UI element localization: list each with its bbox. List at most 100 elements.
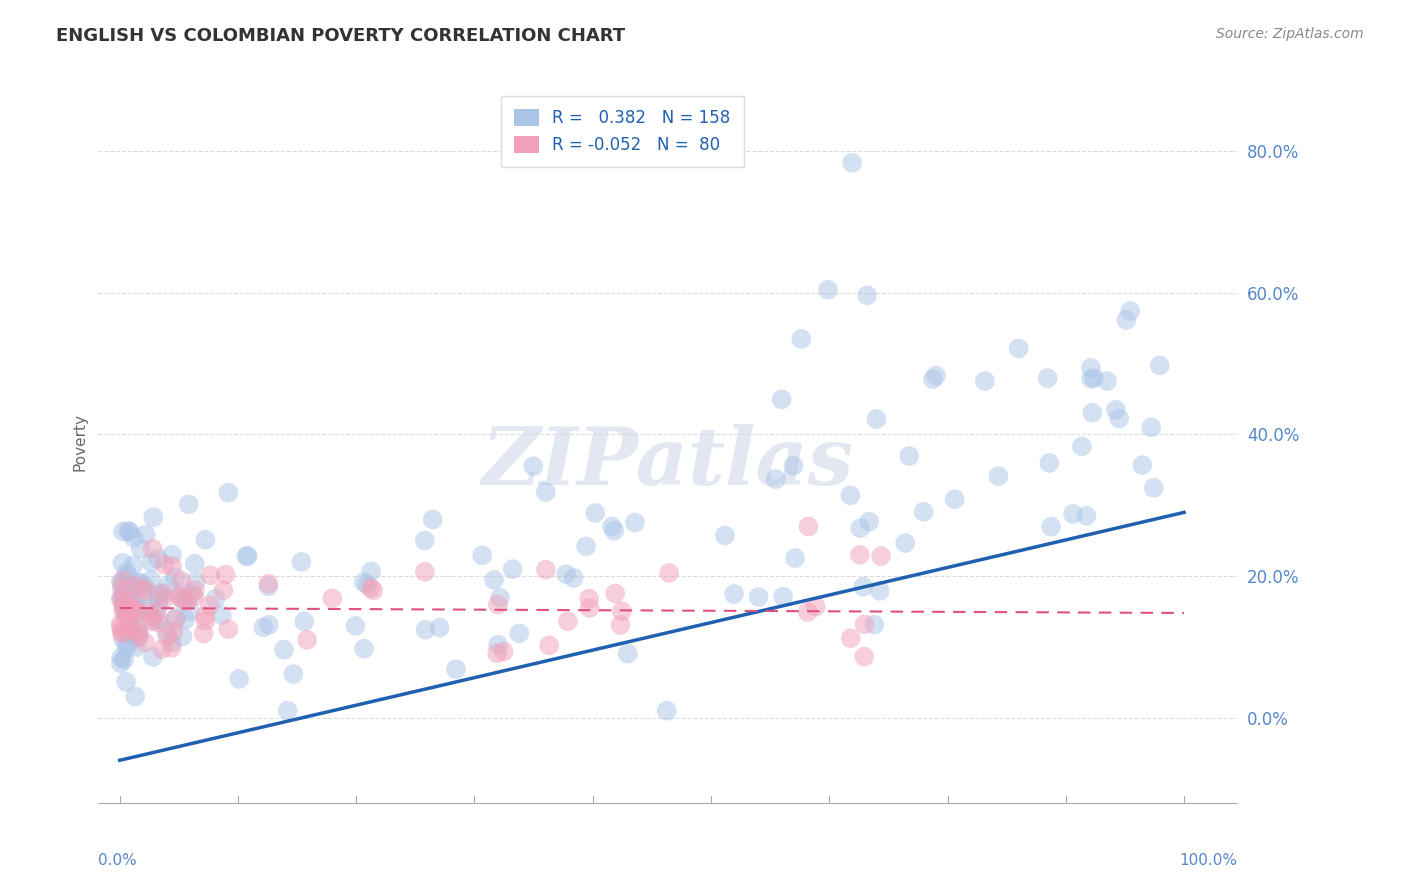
Point [118, 624, 141, 639]
Legend: R =   0.382   N = 158, R = -0.052   N =  80: R = 0.382 N = 158, R = -0.052 N = 80 [501, 95, 744, 167]
Point [228, 672, 250, 686]
Point [120, 621, 142, 635]
Point [1040, 519, 1063, 533]
Point [112, 599, 135, 613]
Point [160, 548, 183, 562]
Point [257, 576, 280, 591]
Point [128, 575, 150, 590]
Point [797, 605, 820, 619]
Point [136, 605, 159, 619]
Point [482, 573, 505, 587]
Point [142, 649, 165, 664]
Point [165, 612, 187, 626]
Point [194, 533, 217, 547]
Point [141, 609, 163, 624]
Point [557, 615, 579, 629]
Point [122, 601, 145, 615]
Point [148, 613, 170, 627]
Point [578, 591, 600, 606]
Point [148, 599, 170, 613]
Point [184, 574, 207, 589]
Point [111, 626, 134, 640]
Point [118, 577, 141, 591]
Point [486, 646, 509, 660]
Point [148, 588, 170, 602]
Point [655, 704, 678, 718]
Point [115, 674, 138, 689]
Point [134, 635, 156, 649]
Point [925, 368, 948, 383]
Point [110, 617, 132, 632]
Point [217, 485, 239, 500]
Point [176, 594, 198, 608]
Point [128, 629, 150, 643]
Point [714, 528, 737, 542]
Point [134, 579, 156, 593]
Point [118, 612, 141, 626]
Point [149, 586, 172, 600]
Point [502, 562, 524, 576]
Point [361, 583, 384, 598]
Point [165, 611, 187, 625]
Point [131, 582, 153, 596]
Point [128, 624, 150, 638]
Point [179, 604, 201, 618]
Point [194, 609, 217, 624]
Point [120, 594, 142, 608]
Text: 0.0%: 0.0% [98, 854, 138, 869]
Point [534, 485, 557, 500]
Point [853, 617, 876, 632]
Point [117, 591, 139, 606]
Point [127, 624, 149, 639]
Point [111, 632, 134, 647]
Point [180, 587, 202, 601]
Point [141, 615, 163, 629]
Point [770, 392, 793, 407]
Point [292, 615, 315, 629]
Point [415, 623, 437, 637]
Point [135, 527, 157, 541]
Point [782, 458, 804, 473]
Point [1108, 411, 1130, 425]
Point [1080, 360, 1102, 375]
Point [943, 492, 966, 507]
Point [124, 607, 146, 621]
Point [157, 578, 180, 592]
Point [723, 587, 745, 601]
Point [177, 497, 200, 511]
Point [138, 600, 160, 615]
Point [111, 524, 134, 539]
Point [204, 591, 226, 606]
Text: 100.0%: 100.0% [1180, 854, 1237, 869]
Point [1081, 406, 1104, 420]
Point [124, 597, 146, 611]
Point [172, 630, 194, 644]
Point [290, 555, 312, 569]
Point [555, 567, 578, 582]
Point [429, 621, 451, 635]
Point [534, 563, 557, 577]
Point [422, 512, 444, 526]
Point [1105, 402, 1128, 417]
Point [115, 641, 138, 656]
Point [865, 412, 887, 426]
Point [148, 593, 170, 607]
Point [273, 642, 295, 657]
Point [987, 469, 1010, 483]
Point [160, 635, 183, 649]
Point [413, 565, 436, 579]
Point [785, 551, 807, 566]
Point [125, 640, 148, 654]
Point [214, 567, 236, 582]
Point [624, 516, 647, 530]
Point [146, 551, 169, 566]
Point [155, 624, 177, 639]
Point [153, 558, 176, 572]
Point [160, 640, 183, 655]
Point [146, 615, 169, 630]
Point [110, 657, 132, 671]
Point [115, 566, 138, 580]
Point [142, 510, 165, 524]
Point [1036, 371, 1059, 385]
Point [1140, 420, 1163, 434]
